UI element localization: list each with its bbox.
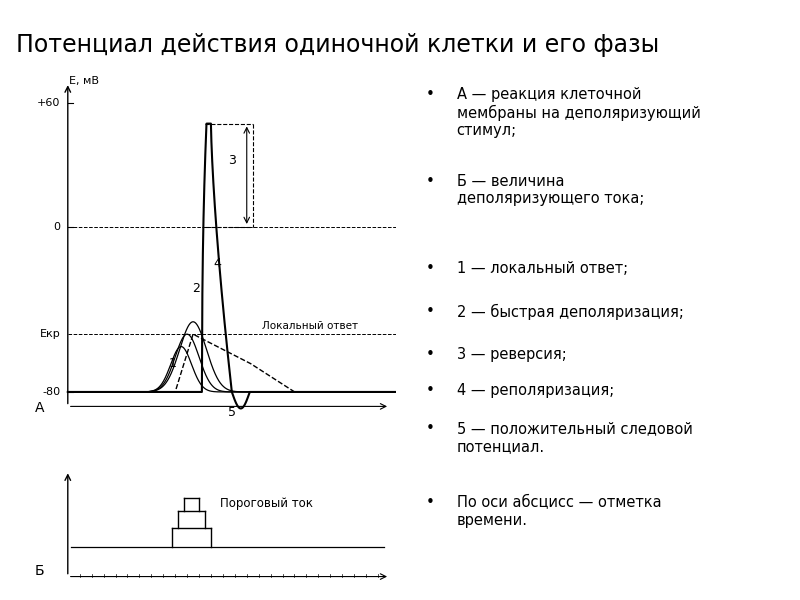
Text: А — реакция клеточной
мембраны на деполяризующий
стимул;: А — реакция клеточной мембраны на деполя…: [457, 87, 701, 139]
Text: 1: 1: [168, 356, 176, 370]
Text: 0: 0: [54, 222, 60, 232]
Text: Б: Б: [35, 564, 45, 578]
Text: Екр: Екр: [39, 329, 60, 339]
Text: 2: 2: [192, 282, 200, 295]
Text: •: •: [426, 174, 435, 189]
Text: •: •: [426, 260, 435, 275]
Text: Потенциал действия одиночной клетки и его фазы: Потенциал действия одиночной клетки и ег…: [16, 33, 659, 57]
Text: А: А: [35, 401, 45, 415]
Text: 5: 5: [228, 406, 236, 419]
Text: •: •: [426, 87, 435, 102]
Text: Пороговый ток: Пороговый ток: [220, 497, 313, 509]
Text: +60: +60: [37, 98, 60, 108]
Text: 1 — локальный ответ;: 1 — локальный ответ;: [457, 260, 628, 275]
Text: Локальный ответ: Локальный ответ: [262, 321, 358, 331]
Text: •: •: [426, 383, 435, 398]
Text: •: •: [426, 304, 435, 319]
Text: 3: 3: [228, 154, 236, 167]
Text: •: •: [426, 421, 435, 436]
Text: 3 — реверсия;: 3 — реверсия;: [457, 347, 566, 362]
Text: Б — величина
деполяризующего тока;: Б — величина деполяризующего тока;: [457, 174, 644, 206]
Text: По оси абсцисс — отметка
времени.: По оси абсцисс — отметка времени.: [457, 495, 661, 527]
Text: •: •: [426, 347, 435, 362]
Text: Е, мВ: Е, мВ: [70, 76, 99, 86]
Text: 4 — реполяризация;: 4 — реполяризация;: [457, 383, 614, 398]
Text: •: •: [426, 495, 435, 510]
Text: 5 — положительный следовой
потенциал.: 5 — положительный следовой потенциал.: [457, 421, 693, 454]
Text: 4: 4: [213, 257, 221, 271]
Text: 2 — быстрая деполяризация;: 2 — быстрая деполяризация;: [457, 304, 683, 320]
Text: -80: -80: [42, 387, 60, 397]
